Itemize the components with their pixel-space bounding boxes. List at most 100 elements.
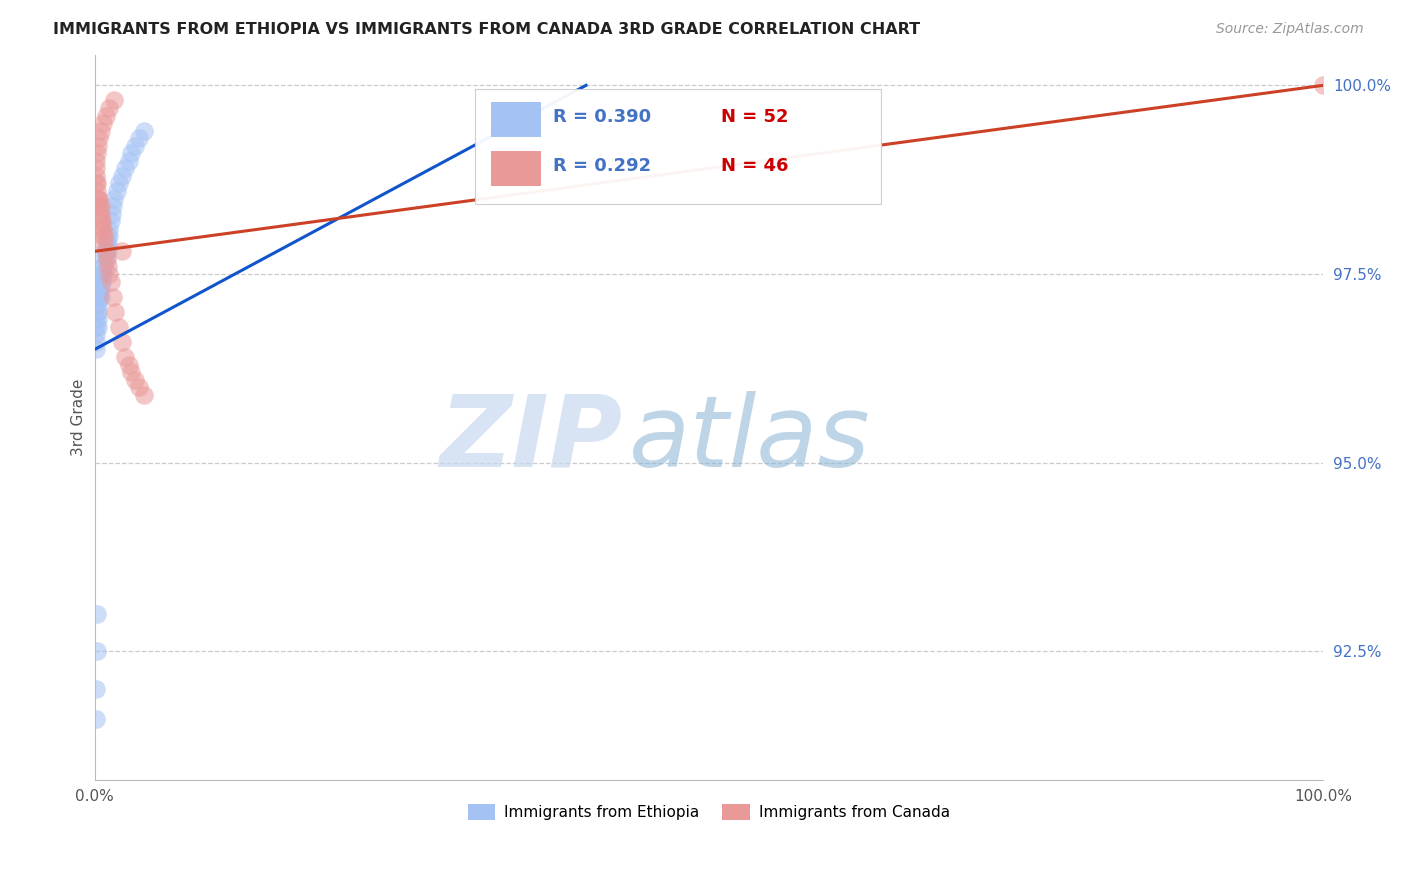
Point <box>97 236 120 251</box>
Point <box>90 282 112 296</box>
Point <box>98 101 121 115</box>
Point <box>110 244 132 259</box>
Point <box>93 260 115 274</box>
Text: Source: ZipAtlas.com: Source: ZipAtlas.com <box>1216 22 1364 37</box>
Point <box>98 267 121 281</box>
Point <box>97 244 120 259</box>
Text: R = 0.292: R = 0.292 <box>553 157 651 175</box>
Point <box>128 380 150 394</box>
Point <box>84 169 107 183</box>
Point <box>91 229 114 244</box>
Point <box>89 199 111 213</box>
Point <box>90 206 112 220</box>
Point <box>84 177 107 191</box>
Point <box>89 192 111 206</box>
Point <box>101 290 124 304</box>
Point <box>87 319 110 334</box>
Point <box>90 275 112 289</box>
Point <box>94 108 117 122</box>
Point <box>94 244 117 259</box>
Point <box>124 373 146 387</box>
Point <box>120 365 142 379</box>
Point <box>87 312 110 326</box>
Point <box>101 199 124 213</box>
Point <box>132 123 155 137</box>
Point <box>110 334 132 349</box>
Point <box>86 304 108 318</box>
Text: atlas: atlas <box>628 391 870 488</box>
Point <box>91 116 114 130</box>
Point <box>89 275 111 289</box>
Point <box>93 229 115 244</box>
Text: IMMIGRANTS FROM ETHIOPIA VS IMMIGRANTS FROM CANADA 3RD GRADE CORRELATION CHART: IMMIGRANTS FROM ETHIOPIA VS IMMIGRANTS F… <box>53 22 921 37</box>
Point <box>98 229 121 244</box>
Point <box>86 297 108 311</box>
Point <box>96 252 118 266</box>
Point <box>86 282 108 296</box>
FancyBboxPatch shape <box>492 103 540 137</box>
Point <box>91 214 114 228</box>
Point <box>118 358 141 372</box>
Point <box>90 290 112 304</box>
Point <box>84 681 107 696</box>
Point <box>118 153 141 168</box>
Point <box>91 275 114 289</box>
Point <box>89 282 111 296</box>
Point <box>87 199 110 213</box>
Text: R = 0.390: R = 0.390 <box>553 108 651 126</box>
Point <box>84 712 107 726</box>
Point <box>87 192 110 206</box>
Point <box>87 138 110 153</box>
Point <box>94 252 117 266</box>
Text: N = 46: N = 46 <box>721 157 789 175</box>
Point <box>86 290 108 304</box>
Text: ZIP: ZIP <box>440 391 623 488</box>
Point <box>120 146 142 161</box>
Point <box>89 131 111 145</box>
Point <box>91 267 114 281</box>
Point <box>103 192 125 206</box>
Point <box>86 607 108 621</box>
Point <box>100 275 122 289</box>
Point <box>84 319 107 334</box>
Point <box>91 267 114 281</box>
Point <box>124 138 146 153</box>
Point <box>91 221 114 235</box>
Point <box>84 334 107 349</box>
Point <box>91 221 114 235</box>
Point <box>86 146 108 161</box>
Point <box>96 236 118 251</box>
Point <box>94 244 117 259</box>
FancyBboxPatch shape <box>475 89 882 203</box>
Point <box>90 123 112 137</box>
Point <box>89 206 111 220</box>
Point <box>84 327 107 342</box>
Point <box>105 184 128 198</box>
Point <box>90 199 112 213</box>
Point <box>86 177 108 191</box>
Point <box>91 260 114 274</box>
Point <box>97 260 120 274</box>
Point <box>90 214 112 228</box>
Legend: Immigrants from Ethiopia, Immigrants from Canada: Immigrants from Ethiopia, Immigrants fro… <box>461 798 956 826</box>
Point <box>114 161 136 176</box>
Point <box>96 229 118 244</box>
Point <box>91 267 114 281</box>
Point <box>86 644 108 658</box>
Point <box>108 319 131 334</box>
Point <box>84 312 107 326</box>
Point <box>87 297 110 311</box>
Point <box>114 350 136 364</box>
Point <box>108 177 131 191</box>
Point <box>84 153 107 168</box>
Point <box>86 184 108 198</box>
Text: N = 52: N = 52 <box>721 108 789 126</box>
Point <box>93 252 115 266</box>
Point <box>100 206 122 220</box>
Point <box>86 192 108 206</box>
Point <box>89 290 111 304</box>
Point <box>104 304 127 318</box>
FancyBboxPatch shape <box>492 151 540 186</box>
Point <box>100 214 122 228</box>
Y-axis label: 3rd Grade: 3rd Grade <box>72 379 86 456</box>
